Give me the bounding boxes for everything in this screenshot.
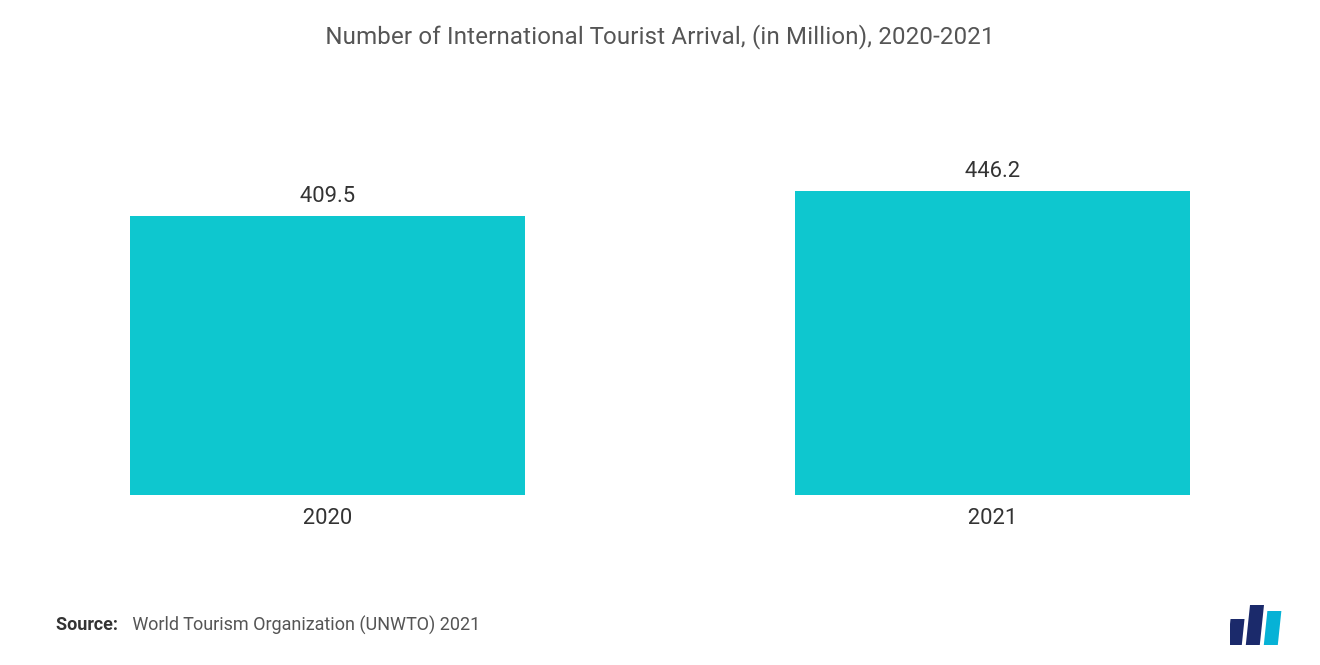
- value-label-2020: 409.5: [130, 183, 525, 208]
- logo-bar-2: [1246, 605, 1264, 645]
- bar-group-2021: 446.2 2021: [795, 158, 1190, 530]
- plot-area: 409.5 2020 446.2 2021: [110, 100, 1210, 530]
- category-label-2021: 2021: [795, 505, 1190, 530]
- source-text: World Tourism Organization (UNWTO) 2021: [132, 614, 480, 635]
- value-label-2021: 446.2: [795, 158, 1190, 183]
- logo-bar-1: [1230, 619, 1245, 645]
- logo-bar-3: [1264, 611, 1282, 645]
- source-prefix: Source:: [56, 614, 118, 635]
- brand-logo-icon: [1230, 605, 1286, 645]
- bar-group-2020: 409.5 2020: [130, 183, 525, 530]
- bar-2021: [795, 191, 1190, 495]
- chart-title: Number of International Tourist Arrival,…: [0, 0, 1320, 50]
- source-line: Source: World Tourism Organization (UNWT…: [56, 614, 480, 635]
- bar-2020: [130, 216, 525, 495]
- chart-container: Number of International Tourist Arrival,…: [0, 0, 1320, 665]
- category-label-2020: 2020: [130, 505, 525, 530]
- logo-bars: [1230, 605, 1281, 645]
